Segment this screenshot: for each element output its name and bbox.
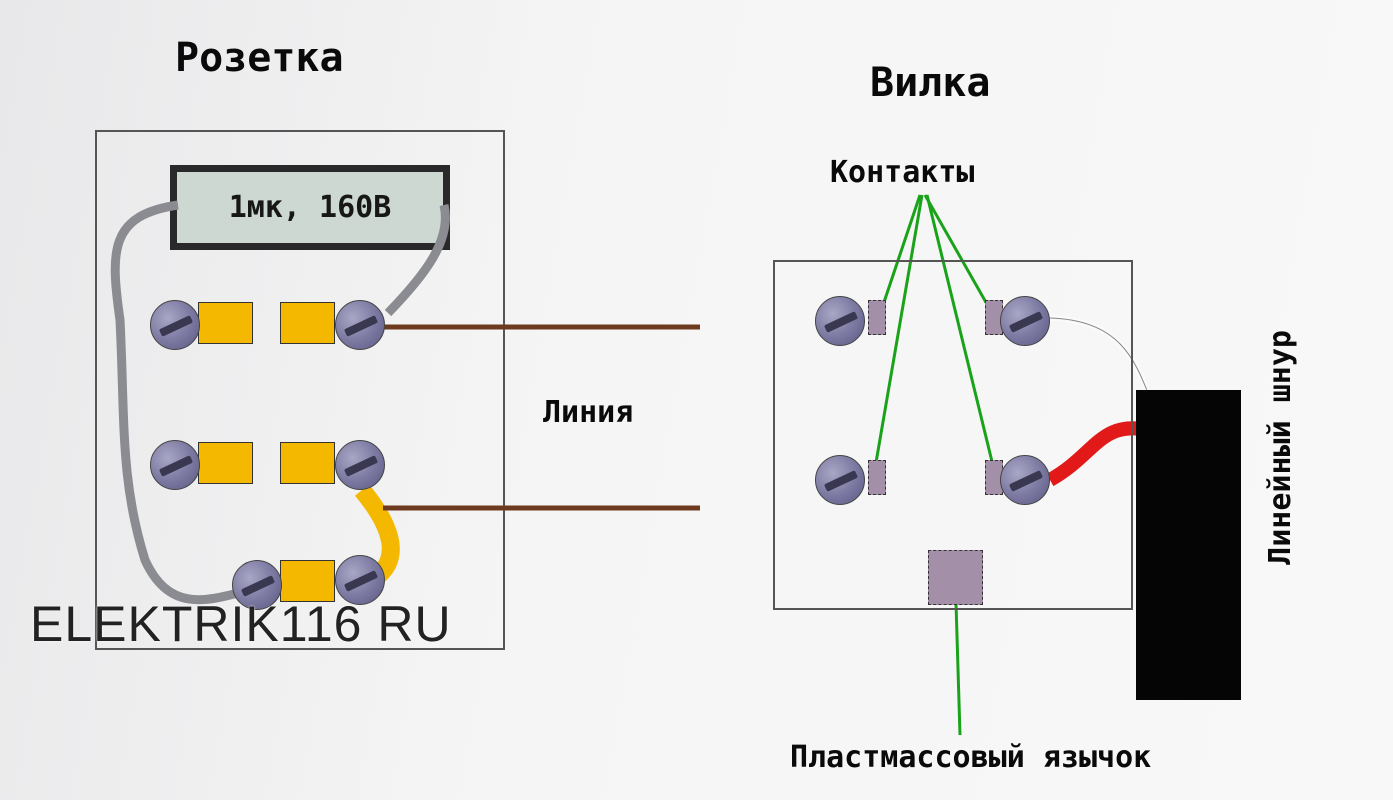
contacts-label: Контакты [830, 155, 975, 190]
yellow-block [198, 302, 253, 344]
plug-terminal [1000, 455, 1050, 505]
socket-terminal [335, 440, 385, 490]
plug-contact [868, 300, 886, 335]
plug-terminal [815, 455, 865, 505]
socket-terminal [150, 300, 200, 350]
yellow-block [280, 442, 335, 484]
line-label: Линия [543, 395, 633, 430]
plug-terminal [1000, 296, 1050, 346]
plug-contact [868, 460, 886, 495]
capacitor: 1мк, 160В [170, 165, 450, 250]
cord-body [1136, 390, 1241, 700]
plastic-tab-label: Пластмассовый язычок [790, 740, 1151, 775]
plug-terminal [815, 296, 865, 346]
socket-terminal [335, 300, 385, 350]
diagram-page: Розетка Вилка Контакты Линия Пластмассов… [0, 0, 1393, 800]
socket-terminal [150, 440, 200, 490]
line-cord-label: Линейный шнур [1263, 330, 1298, 565]
watermark: ELEKTRIK116 RU [30, 595, 452, 653]
yellow-block [280, 302, 335, 344]
socket-title: Розетка [175, 35, 344, 81]
plug-title: Вилка [870, 60, 990, 106]
capacitor-text: 1мк, 160В [229, 190, 392, 225]
plastic-tab [928, 550, 983, 605]
yellow-block [198, 442, 253, 484]
